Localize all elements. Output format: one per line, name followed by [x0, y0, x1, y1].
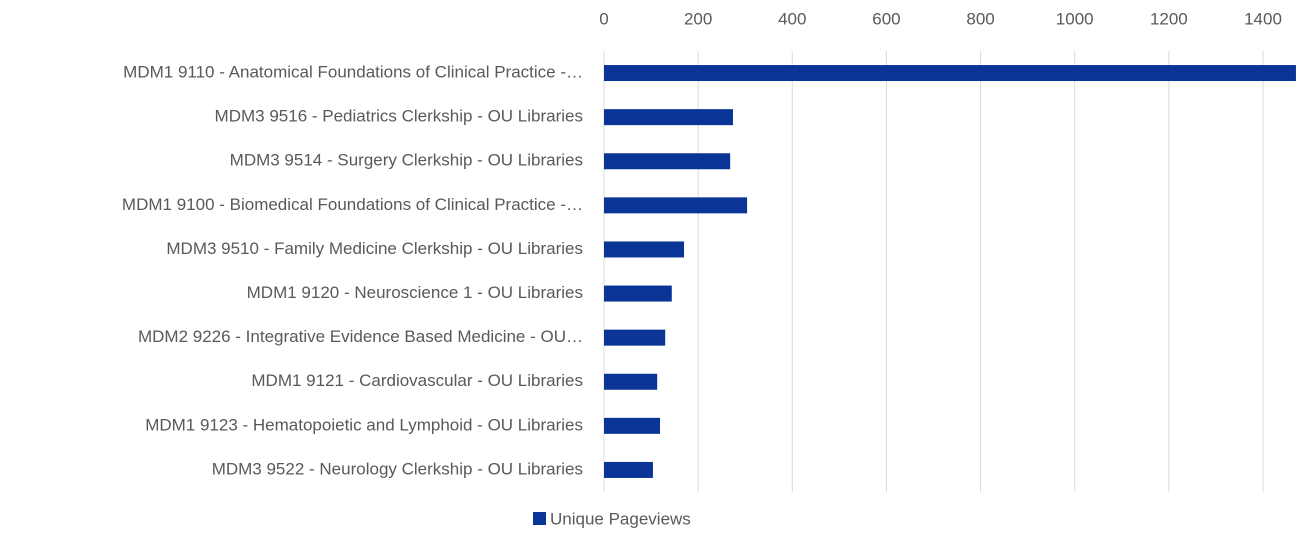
- bar: [604, 109, 733, 126]
- y-tick-label: MDM3 9522 - Neurology Clerkship - OU Lib…: [212, 459, 583, 478]
- x-tick-label: 1200: [1150, 9, 1188, 28]
- legend-swatch: [533, 512, 546, 525]
- x-tick-label: 200: [684, 9, 712, 28]
- bar: [604, 461, 653, 478]
- y-tick-label: MDM1 9123 - Hematopoietic and Lymphoid -…: [145, 415, 583, 434]
- x-tick-label: 800: [966, 9, 994, 28]
- y-tick-label: MDM1 9110 - Anatomical Foundations of Cl…: [123, 63, 583, 82]
- y-tick-label: MDM1 9121 - Cardiovascular - OU Librarie…: [251, 371, 583, 390]
- y-tick-label: MDM1 9120 - Neuroscience 1 - OU Librarie…: [247, 283, 583, 302]
- x-tick-label: 400: [778, 9, 806, 28]
- y-tick-label: MDM3 9510 - Family Medicine Clerkship - …: [166, 239, 583, 258]
- x-tick-label: 600: [872, 9, 900, 28]
- bar: [604, 329, 666, 346]
- bar: [604, 153, 731, 170]
- x-tick-label: 0: [599, 9, 608, 28]
- bar: [604, 285, 672, 302]
- y-tick-label: MDM2 9226 - Integrative Evidence Based M…: [138, 327, 583, 346]
- legend-label: Unique Pageviews: [550, 509, 691, 528]
- bar: [604, 241, 685, 258]
- bar: [604, 373, 658, 390]
- y-tick-label: MDM1 9100 - Biomedical Foundations of Cl…: [122, 195, 583, 214]
- y-tick-label: MDM3 9516 - Pediatrics Clerkship - OU Li…: [215, 107, 583, 126]
- x-tick-label: 1400: [1244, 9, 1282, 28]
- x-tick-label: 1000: [1056, 9, 1094, 28]
- bar: [604, 417, 661, 434]
- bar: [604, 197, 748, 214]
- bar: [604, 65, 1296, 82]
- y-tick-label: MDM3 9514 - Surgery Clerkship - OU Libra…: [230, 151, 583, 170]
